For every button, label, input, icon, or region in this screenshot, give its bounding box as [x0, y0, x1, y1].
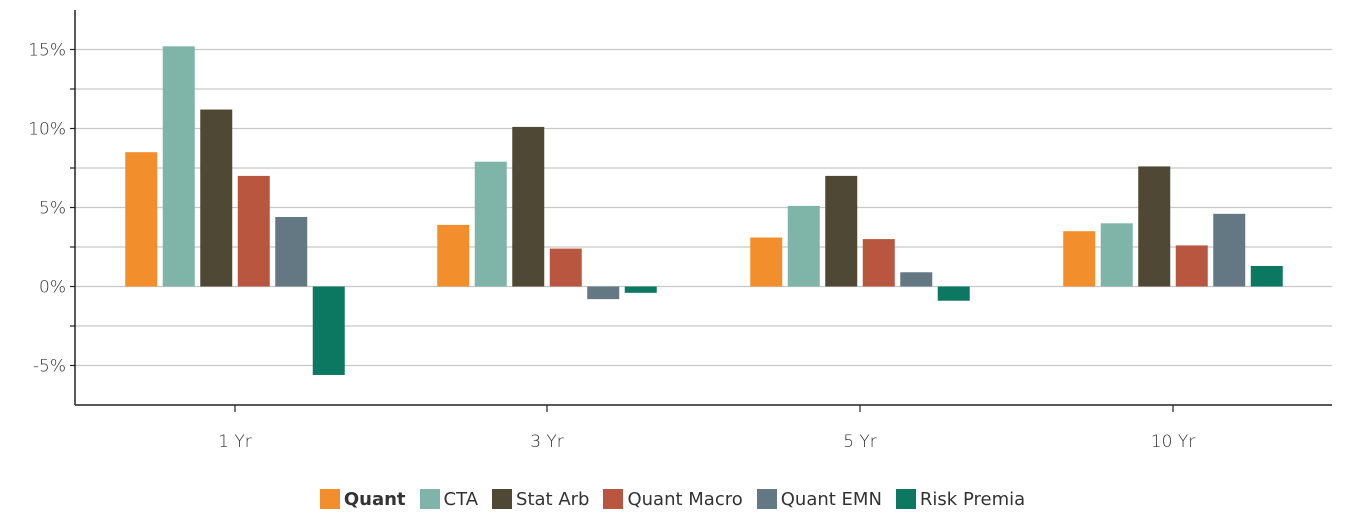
- legend-item-cta: CTA: [419, 488, 479, 510]
- bar-quant-1-yr: [125, 152, 158, 287]
- bar-quant-macro-1-yr: [237, 175, 270, 287]
- legend-label: Risk Premia: [919, 488, 1026, 510]
- bar-quant-macro-3-yr: [549, 248, 582, 287]
- bar-quant-macro-10-yr: [1175, 245, 1208, 287]
- legend-item-quant: Quant: [319, 488, 406, 510]
- legend-item-risk-premia: Risk Premia: [895, 488, 1026, 510]
- x-axis-tick-labels: 1 Yr 3 Yr 5 Yr 10 Yr: [218, 432, 1195, 452]
- legend-label: Stat Arb: [516, 488, 590, 510]
- bar-quant-5-yr: [750, 237, 783, 287]
- bar-quant-emn-5-yr: [900, 272, 933, 287]
- bars: [125, 46, 1283, 375]
- bar-cta-1-yr: [162, 46, 195, 287]
- bar-stat-arb-1-yr: [200, 109, 233, 287]
- y-tick-label: 5%: [39, 199, 66, 219]
- y-tick-label: -5%: [33, 357, 66, 377]
- legend-label: Quant Macro: [627, 488, 743, 510]
- legend-swatch: [603, 489, 624, 509]
- legend-label: Quant EMN: [780, 488, 882, 510]
- bar-stat-arb-5-yr: [825, 175, 858, 287]
- legend-item-quant-emn: Quant EMN: [756, 488, 882, 510]
- legend: Quant CTA Stat Arb Quant Macro Quant EMN Risk…: [0, 486, 1345, 512]
- legend-swatch: [756, 489, 777, 509]
- y-axis-tick-labels: -5% 0% 5% 10% 15%: [28, 41, 66, 377]
- bar-quant-10-yr: [1063, 231, 1096, 287]
- bar-quant-emn-1-yr: [275, 216, 308, 287]
- bar-quant-macro-5-yr: [862, 239, 895, 287]
- bar-stat-arb-10-yr: [1138, 166, 1171, 287]
- bar-quant-emn-3-yr: [587, 286, 620, 300]
- bar-chart: -5% 0% 5% 10% 15% 1 Yr 3 Yr 5 Yr 10 Yr: [28, 10, 1332, 452]
- legend-swatch: [319, 489, 340, 509]
- legend-swatch: [895, 489, 916, 509]
- bar-quant-3-yr: [437, 224, 470, 287]
- x-tick-label: 1 Yr: [218, 432, 252, 452]
- y-tick-label: 0%: [39, 278, 66, 298]
- legend-label: CTA: [443, 488, 479, 510]
- bar-cta-10-yr: [1100, 223, 1133, 287]
- bar-risk-premia-5-yr: [937, 286, 970, 301]
- x-tick-label: 3 Yr: [530, 432, 564, 452]
- bar-quant-emn-10-yr: [1213, 213, 1246, 287]
- legend-swatch: [419, 489, 440, 509]
- bar-stat-arb-3-yr: [512, 126, 545, 287]
- y-tick-label: 10%: [28, 120, 66, 140]
- bar-risk-premia-1-yr: [312, 286, 345, 375]
- legend-label: Quant: [343, 488, 406, 510]
- bar-cta-5-yr: [787, 205, 820, 287]
- x-tick-label: 10 Yr: [1151, 432, 1195, 452]
- y-tick-label: 15%: [28, 41, 66, 61]
- x-tick-label: 5 Yr: [843, 432, 877, 452]
- legend-swatch: [492, 489, 513, 509]
- legend-item-quant-macro: Quant Macro: [603, 488, 743, 510]
- axes: [70, 10, 1332, 412]
- legend-item-stat-arb: Stat Arb: [492, 489, 589, 510]
- bar-risk-premia-10-yr: [1250, 265, 1283, 287]
- bar-risk-premia-3-yr: [624, 286, 657, 293]
- bar-cta-3-yr: [474, 161, 507, 287]
